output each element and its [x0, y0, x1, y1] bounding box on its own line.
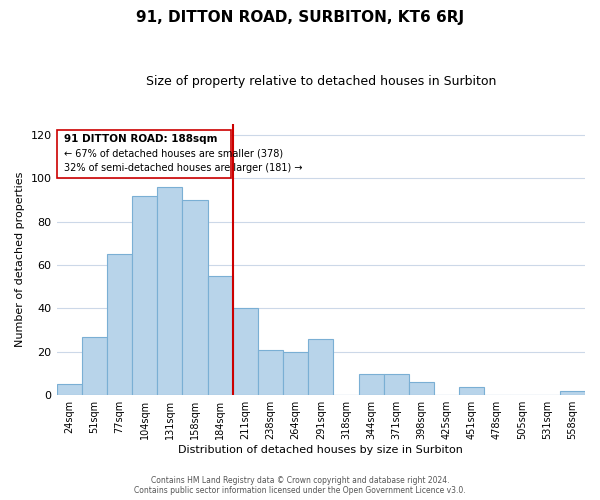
Bar — [82, 336, 107, 395]
Bar — [107, 254, 132, 395]
Title: Size of property relative to detached houses in Surbiton: Size of property relative to detached ho… — [146, 75, 496, 88]
Bar — [283, 352, 308, 395]
Text: ← 67% of detached houses are smaller (378): ← 67% of detached houses are smaller (37… — [64, 149, 283, 159]
Text: Contains HM Land Registry data © Crown copyright and database right 2024.
Contai: Contains HM Land Registry data © Crown c… — [134, 476, 466, 495]
Bar — [208, 276, 233, 395]
Y-axis label: Number of detached properties: Number of detached properties — [15, 172, 25, 347]
X-axis label: Distribution of detached houses by size in Surbiton: Distribution of detached houses by size … — [178, 445, 463, 455]
FancyBboxPatch shape — [56, 130, 232, 178]
Text: 91, DITTON ROAD, SURBITON, KT6 6RJ: 91, DITTON ROAD, SURBITON, KT6 6RJ — [136, 10, 464, 25]
Bar — [233, 308, 258, 395]
Bar — [308, 339, 334, 395]
Bar — [409, 382, 434, 395]
Bar — [383, 374, 409, 395]
Text: 32% of semi-detached houses are larger (181) →: 32% of semi-detached houses are larger (… — [64, 163, 302, 173]
Bar — [459, 386, 484, 395]
Bar — [560, 391, 585, 395]
Bar — [132, 196, 157, 395]
Bar — [182, 200, 208, 395]
Bar — [157, 187, 182, 395]
Bar — [258, 350, 283, 395]
Bar — [359, 374, 383, 395]
Bar — [56, 384, 82, 395]
Text: 91 DITTON ROAD: 188sqm: 91 DITTON ROAD: 188sqm — [64, 134, 218, 143]
